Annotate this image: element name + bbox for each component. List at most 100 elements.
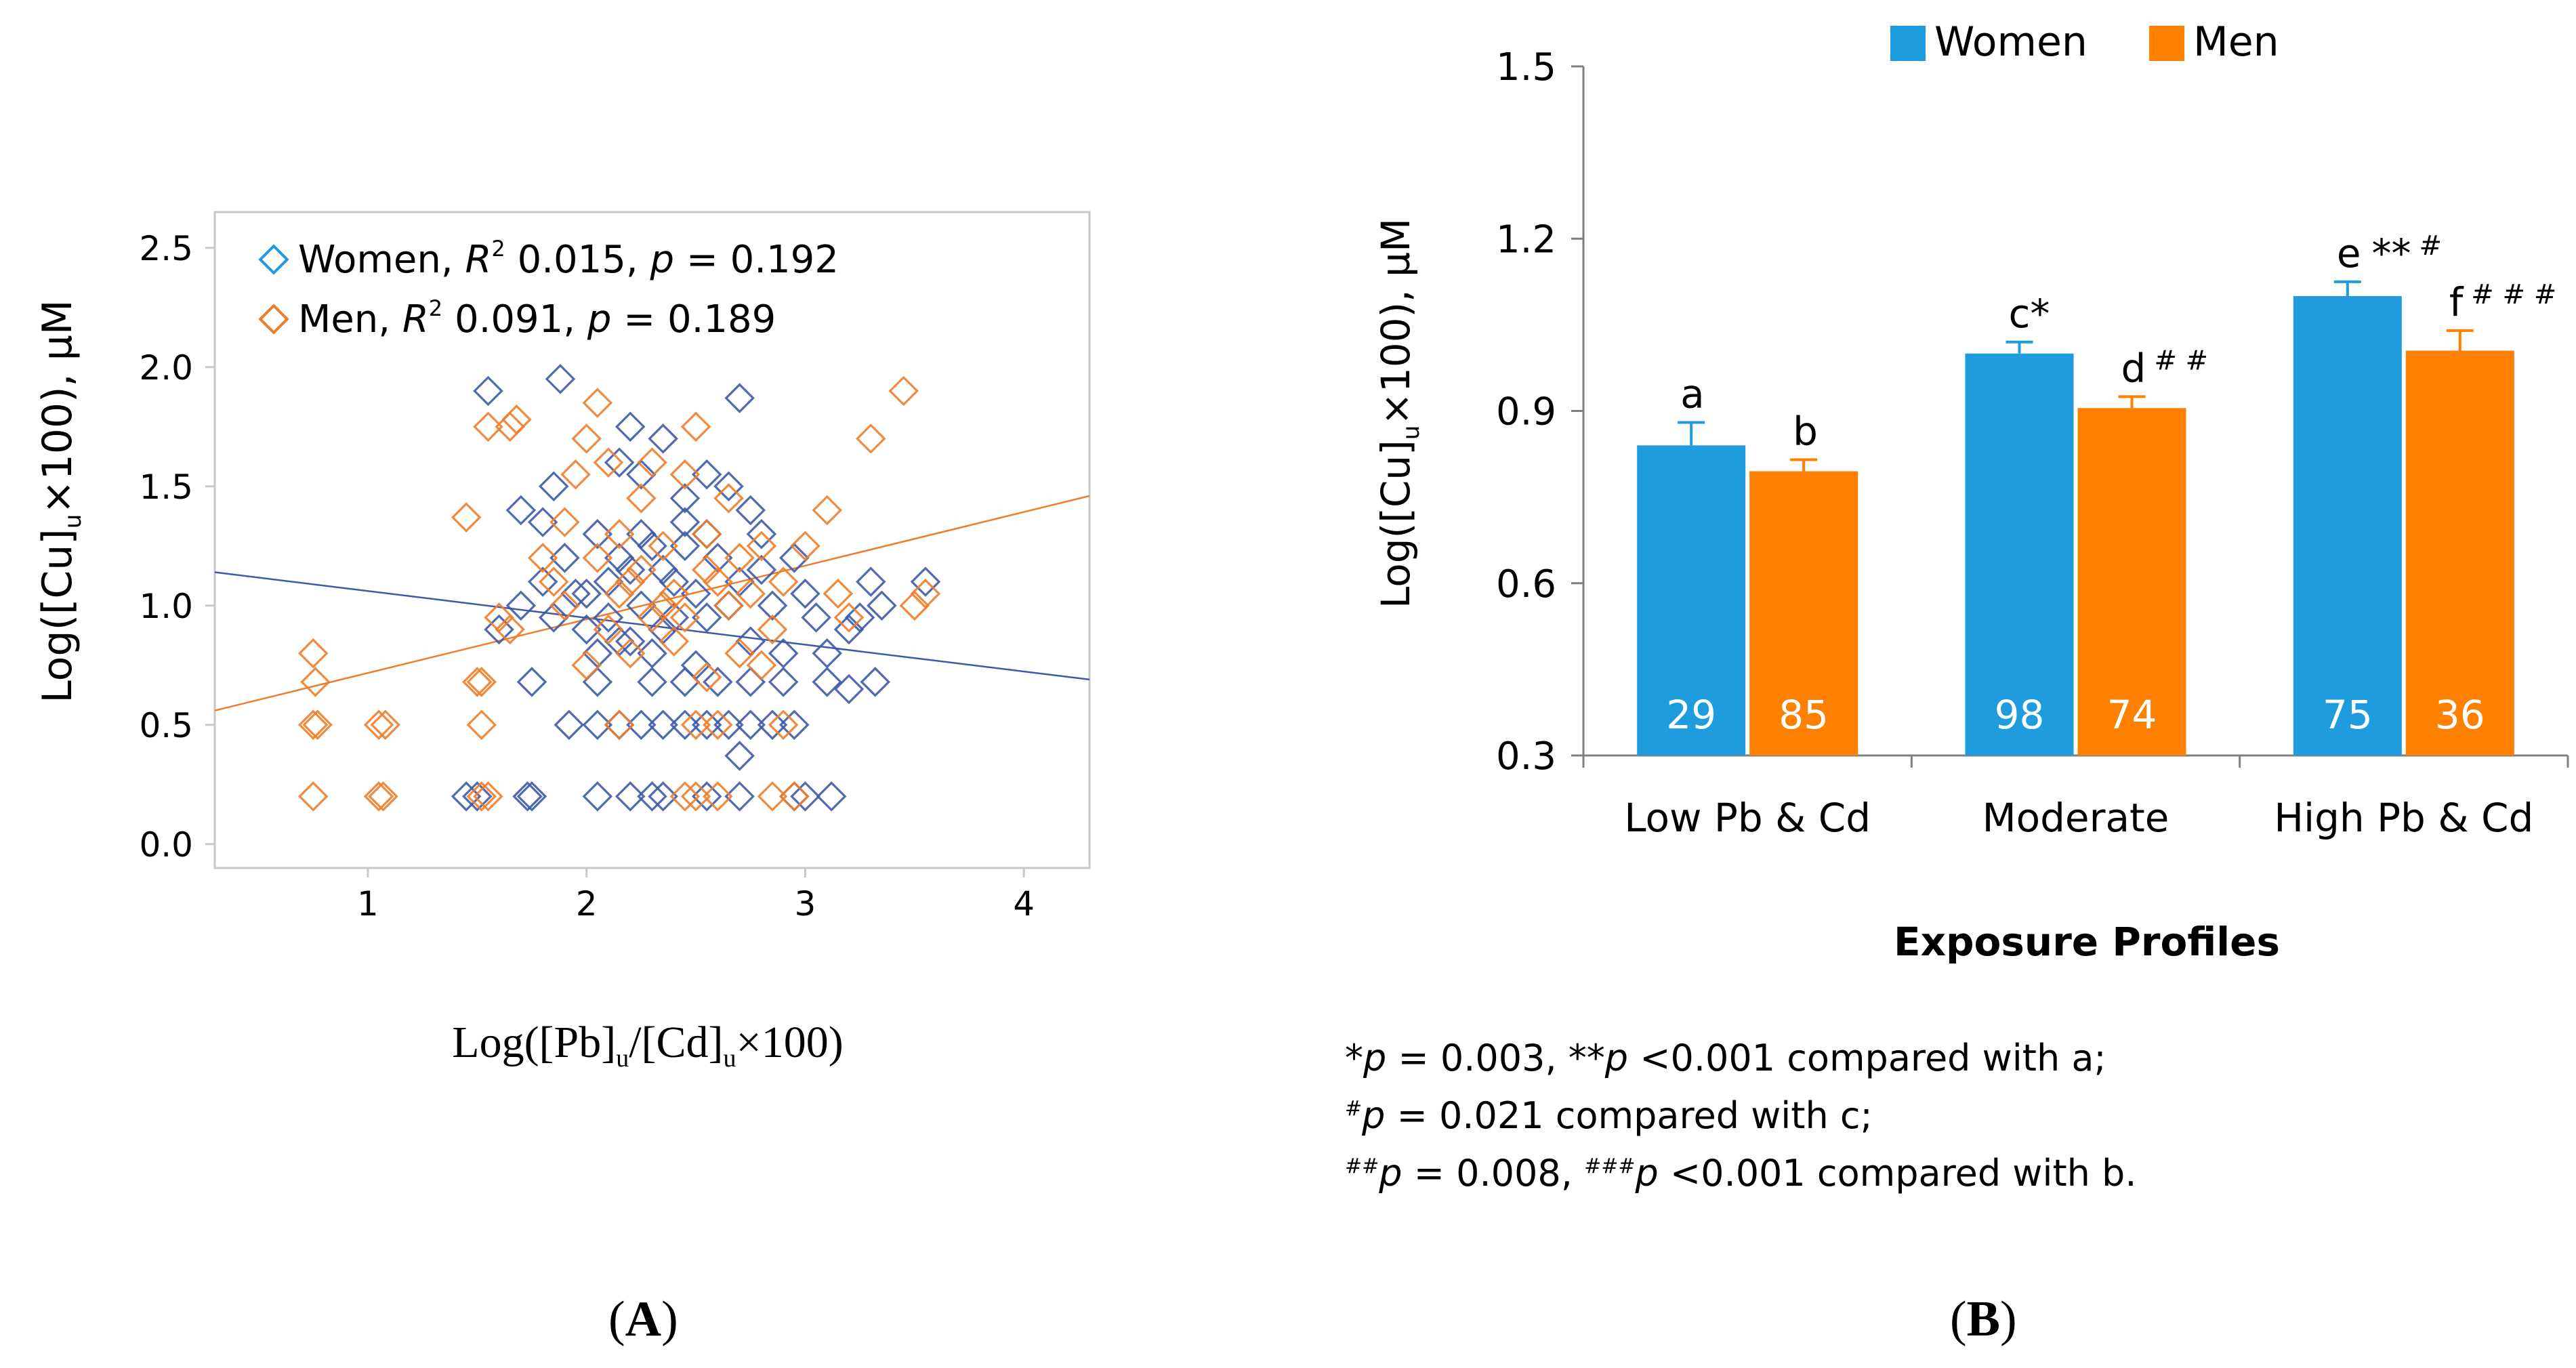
scatter-point-women	[691, 459, 722, 490]
scatter-point-women	[768, 638, 799, 669]
legend-women-r2: 0.015	[518, 238, 626, 282]
scatter-point-men	[680, 709, 711, 741]
bar-letter: d	[2121, 345, 2146, 391]
scatter-point-women	[637, 781, 667, 812]
scatter-point-women	[860, 667, 890, 697]
scatter-point-women	[593, 602, 624, 633]
scatter-point-men	[724, 543, 755, 573]
scatter-point-women	[648, 709, 678, 741]
scatter-point-men	[466, 667, 497, 697]
scatter-point-women	[615, 554, 646, 585]
scatter-point-men	[466, 709, 497, 741]
bar-n-label-women: 29	[1666, 692, 1716, 738]
scatter-point-men	[363, 709, 394, 741]
panel-label-b: (B)	[1950, 1291, 2017, 1347]
bar-men	[1749, 471, 1858, 755]
scatter-point-men	[703, 781, 733, 812]
bar-hash-mark: # # #	[2471, 279, 2556, 310]
scatter-point-men	[703, 709, 733, 741]
scatter-point-women	[703, 667, 733, 697]
scatter-point-men	[855, 423, 886, 454]
bar-n-label-women: 75	[2323, 692, 2373, 738]
bar-y-tick-label: 0.3	[1496, 734, 1556, 779]
footnote-line-3: ##p = 0.008, ###p <0.001 compared with b…	[1345, 1152, 2137, 1195]
scatter-point-men	[669, 459, 701, 490]
bar-annotation-men: b	[1793, 409, 1818, 455]
bar-category-label: High Pb & Cd	[2274, 795, 2533, 841]
scatter-point-women	[812, 667, 842, 697]
scatter-point-women	[779, 543, 810, 573]
scatter-point-men	[746, 531, 777, 562]
bar-significance-mark: **	[2372, 230, 2411, 276]
scatter-point-women	[669, 483, 701, 514]
scatter-point-women	[604, 543, 635, 573]
legend-men-r2-label: R	[402, 297, 429, 341]
scatter-point-women	[659, 602, 690, 633]
scatter-point-men	[615, 638, 646, 669]
scatter-point-men	[823, 578, 854, 609]
legend-women-name: Women	[298, 238, 441, 282]
scatter-point-women	[724, 383, 755, 413]
scatter-point-men	[910, 578, 941, 609]
scatter-point-women	[812, 638, 842, 669]
bar-legend-swatch-men	[2149, 26, 2184, 61]
bar-y-tick-label: 0.6	[1496, 562, 1556, 606]
scatter-x-ticks: 1 2 3 4	[357, 868, 1035, 924]
legend-marker-men	[258, 304, 289, 335]
scatter-point-men	[495, 614, 525, 645]
scatter-point-men	[582, 543, 613, 573]
scatter-point-women	[451, 781, 482, 812]
scatter-point-women	[648, 423, 678, 454]
scatter-point-men	[363, 781, 394, 812]
svg-text:Men, R2 0.091, p = 0.189: Men, R2 0.091, p = 0.189	[298, 295, 776, 341]
scatter-point-men	[669, 602, 701, 633]
bar-n-label-women: 98	[1995, 692, 2045, 738]
bar-annotation-men: f # # #	[2449, 279, 2556, 325]
scatter-point-men	[888, 375, 919, 407]
scatter-point-women	[680, 578, 711, 609]
scatter-point-men	[466, 781, 497, 812]
scatter-x-tick-label: 1	[357, 884, 379, 924]
legend-women-r2-sup: 2	[491, 236, 505, 262]
bar-letter: a	[1680, 371, 1705, 417]
scatter-point-women	[571, 614, 602, 645]
scatter-point-women	[545, 364, 576, 394]
scatter-point-women	[746, 518, 777, 550]
bar-letter: f	[2449, 279, 2464, 325]
bar-y-axis-label: Log([Cu]u×100), µM	[1373, 218, 1425, 608]
scatter-point-men	[648, 531, 678, 562]
scatter-point-men	[703, 566, 733, 597]
scatter-point-women	[669, 531, 701, 562]
scatter-point-women	[637, 667, 667, 697]
scatter-point-women	[768, 667, 799, 697]
scatter-point-women	[757, 590, 788, 621]
bar-letter: b	[1793, 409, 1818, 455]
scatter-point-women	[724, 781, 755, 812]
scatter-point-men	[593, 614, 624, 645]
scatter-point-men	[659, 626, 690, 657]
bar-n-label-men: 74	[2107, 692, 2157, 738]
scatter-point-men	[899, 590, 930, 621]
scatter-point-women	[746, 554, 777, 585]
scatter-point-men	[593, 447, 624, 478]
scatter-point-women	[801, 602, 831, 633]
bar-axes: 0.3 0.6 0.9 1.2 1.5 Low Pb & Cd Moderate High P…	[1496, 45, 2569, 841]
scatter-point-men	[724, 638, 755, 669]
scatter-point-men	[549, 507, 580, 537]
bar-legend-label-men: Men	[2193, 18, 2279, 66]
scatter-point-women	[582, 781, 613, 812]
scatter-point-women	[833, 673, 865, 705]
scatter-point-men	[713, 483, 744, 514]
scatter-x-tick-label: 2	[576, 884, 598, 924]
bar-category-label: Low Pb & Cd	[1624, 795, 1871, 841]
scatter-point-men	[713, 590, 744, 621]
scatter-point-women	[527, 507, 558, 537]
scatter-point-women	[582, 518, 613, 550]
scatter-point-women	[790, 781, 820, 812]
scatter-point-women	[462, 781, 493, 812]
scatter-point-women	[735, 709, 766, 741]
legend-women-p: = 0.192	[686, 238, 839, 282]
scatter-point-women	[816, 781, 847, 812]
